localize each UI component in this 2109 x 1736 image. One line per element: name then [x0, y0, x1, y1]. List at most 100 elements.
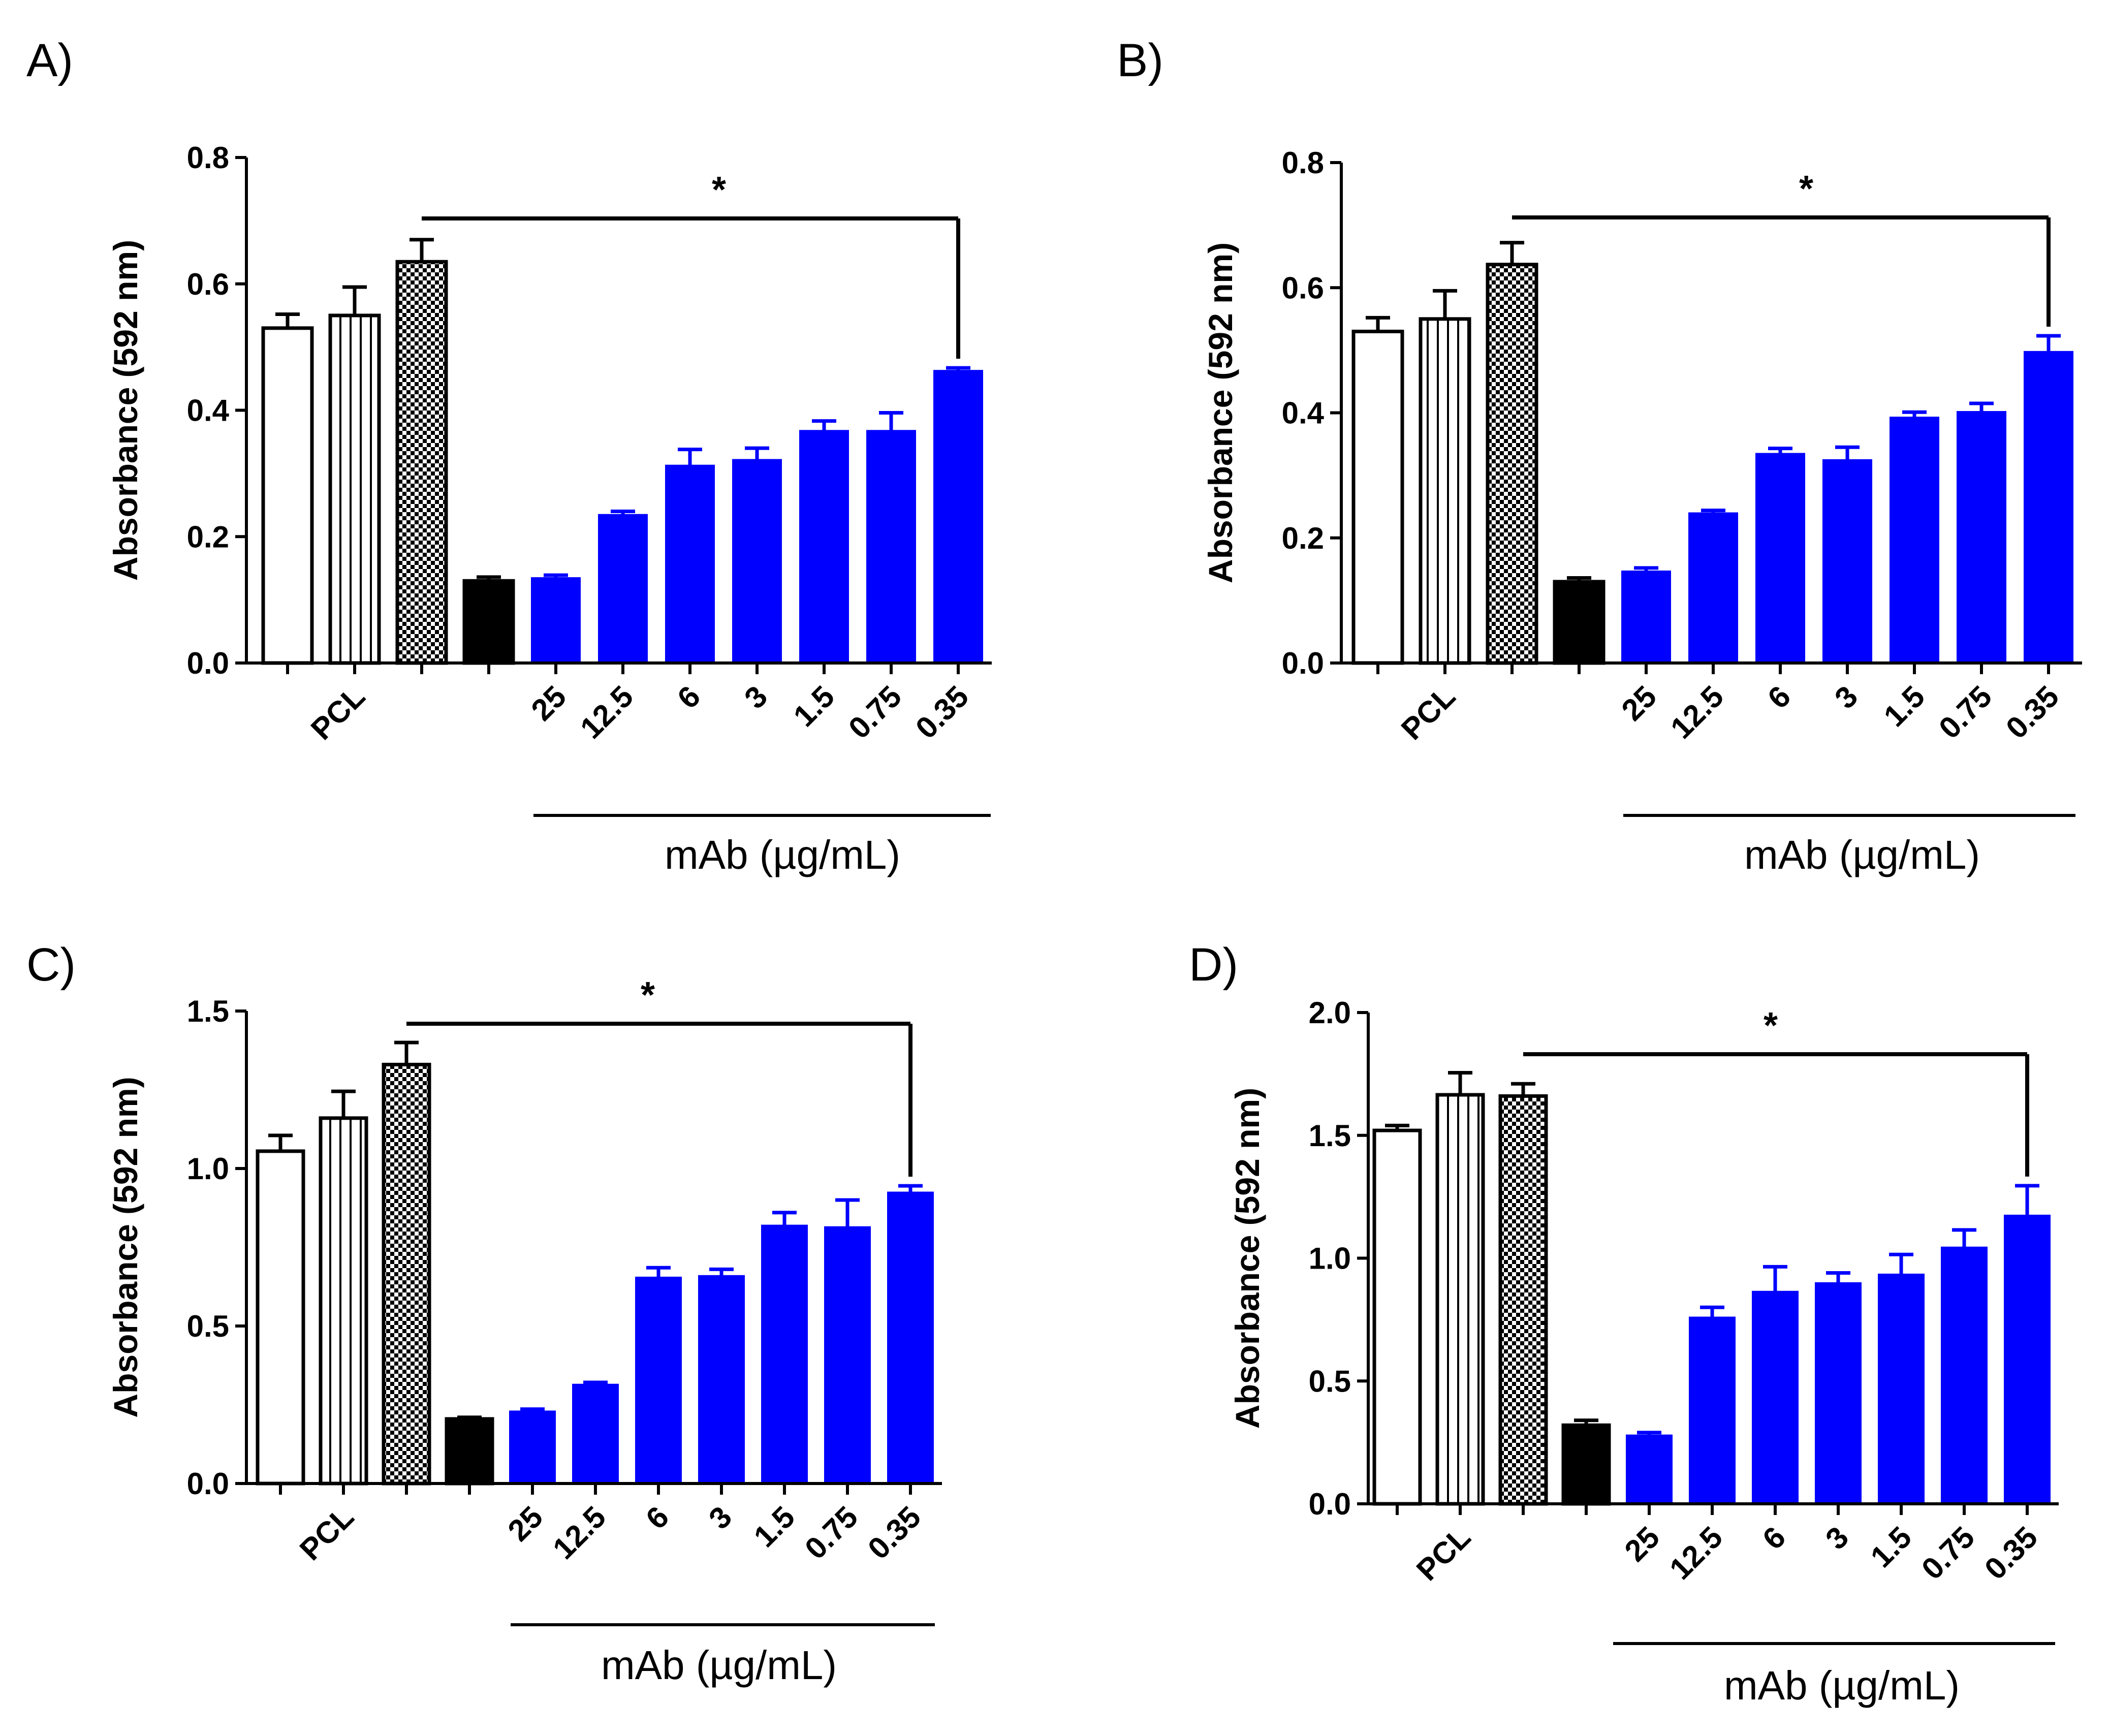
y-axis-title: Absorbance (592 nm) [1229, 1088, 1266, 1429]
x-tick-label: 12.5 [1664, 679, 1730, 745]
x-tick-label: 0.35 [909, 679, 975, 745]
bar [824, 1226, 871, 1484]
x-tick-label: 1.5 [787, 679, 841, 733]
y-axis-title: Absorbance (592 nm) [1202, 242, 1239, 583]
y-tick-label: 1.5 [1309, 1119, 1351, 1153]
x-tick-label: 0.75 [842, 679, 908, 745]
x-tick-label: 25 [1618, 1520, 1666, 1568]
x-tick-label: 6 [1761, 679, 1797, 715]
x-tick-label: 0.35 [1999, 679, 2065, 745]
bar [1752, 1290, 1799, 1504]
x-tick-label: 1.5 [1877, 679, 1931, 733]
y-tick-label: 0.8 [187, 141, 229, 175]
x-tick-label: PCL [293, 1500, 360, 1567]
bar [1689, 1316, 1736, 1505]
y-tick-label: 0.2 [187, 520, 229, 554]
bar [598, 514, 648, 664]
bar [1561, 1423, 1611, 1506]
y-tick-label: 0.0 [187, 1467, 229, 1501]
bar [1486, 263, 1538, 665]
chart-panel-3: C) 0.0 0.5 1.0 1.5 Absorbance (592 nm) PCL 2512… [26, 939, 942, 1688]
bar [1688, 512, 1738, 664]
bar [1372, 1128, 1422, 1506]
bar [761, 1224, 808, 1485]
bar [1626, 1434, 1673, 1505]
y-tick-label: 1.0 [187, 1152, 229, 1186]
y-tick-label: 0.5 [187, 1309, 229, 1343]
y-tick-label: 0.0 [1282, 646, 1324, 680]
bar [1890, 417, 1939, 664]
x-tick-label: 25 [501, 1500, 550, 1548]
x-tick-label: 0.35 [1978, 1520, 2044, 1586]
y-tick-label: 1.5 [187, 994, 229, 1028]
x-tick-label: 3 [1828, 679, 1864, 715]
significance-star: * [712, 170, 726, 210]
x-tick-label: PCL [1395, 679, 1462, 746]
y-tick-label: 2.0 [1309, 996, 1351, 1030]
x-tick-label: 25 [525, 679, 573, 728]
bar [462, 579, 515, 665]
panel-letter: A) [26, 35, 73, 86]
bar [732, 459, 782, 664]
x-tick-label: 0.75 [1915, 1520, 1981, 1586]
chart-panel-1: A) 0.0 0.2 0.4 0.6 0.8 Absorbance (592 nm) PCL 2… [26, 35, 992, 877]
bar [1419, 317, 1471, 665]
x-tick-label: 6 [671, 679, 707, 715]
bar [866, 430, 916, 664]
bar [395, 260, 448, 665]
bar [572, 1383, 619, 1484]
chart-panel-2: B) 0.0 0.2 0.4 0.6 0.8 Absorbance (592 nm) PCL 2… [1117, 35, 2082, 877]
group-label: mAb (µg/mL) [601, 1643, 837, 1688]
charts-root: A) 0.0 0.2 0.4 0.6 0.8 Absorbance (592 nm) PCL 2… [26, 35, 2082, 1708]
panel-letter: C) [26, 939, 76, 991]
bar [635, 1276, 682, 1484]
bar [1435, 1093, 1485, 1506]
y-tick-label: 0.2 [1282, 521, 1324, 555]
y-tick-label: 0.4 [187, 394, 230, 428]
bar [445, 1417, 494, 1486]
y-tick-label: 1.0 [1309, 1242, 1351, 1276]
bar [1553, 580, 1606, 665]
y-tick-label: 0.0 [1309, 1487, 1351, 1521]
x-tick-label: 6 [639, 1500, 675, 1536]
bar [1822, 459, 1872, 664]
x-tick-label: 3 [738, 679, 774, 715]
x-tick-label: 0.75 [798, 1500, 864, 1566]
x-tick-label: 25 [1615, 679, 1663, 728]
x-tick-label: 0.75 [1932, 679, 1998, 745]
panel-letter: D) [1189, 939, 1238, 991]
y-tick-label: 0.0 [187, 646, 229, 680]
bar [1957, 411, 2006, 664]
significance-star: * [641, 975, 655, 1016]
group-label: mAb (µg/mL) [1744, 832, 1980, 877]
y-tick-label: 0.5 [1309, 1364, 1351, 1398]
x-tick-label: 1.5 [747, 1500, 801, 1554]
bar [1815, 1282, 1862, 1505]
bar [799, 430, 849, 664]
y-axis-title: Absorbance (592 nm) [107, 1077, 144, 1417]
bar [2004, 1214, 2051, 1504]
x-tick-label: 3 [702, 1500, 738, 1536]
x-tick-label: 1.5 [1864, 1520, 1918, 1574]
x-tick-label: 12.5 [546, 1500, 612, 1566]
bar [1941, 1246, 1988, 1504]
x-tick-label: PCL [304, 679, 371, 746]
bar [1498, 1094, 1548, 1506]
bar [1878, 1273, 1925, 1504]
bar [382, 1062, 431, 1486]
bar [328, 313, 381, 665]
y-axis-title: Absorbance (592 nm) [107, 240, 144, 581]
x-tick-label: PCL [1410, 1520, 1477, 1587]
bar [665, 464, 715, 664]
bar [1351, 329, 1404, 665]
bar [261, 326, 314, 665]
x-tick-label: 12.5 [1663, 1520, 1729, 1586]
x-tick-label: 6 [1756, 1520, 1792, 1556]
bar [256, 1149, 305, 1486]
chart-panel-4: D) 0.0 0.5 1.0 1.5 2.0 Absorbance (592 nm) PCL 2… [1189, 939, 2059, 1708]
y-tick-label: 0.8 [1282, 146, 1324, 180]
bar [531, 577, 581, 664]
bar [933, 370, 983, 664]
y-tick-label: 0.6 [187, 267, 229, 301]
x-tick-label: 3 [1819, 1520, 1855, 1556]
